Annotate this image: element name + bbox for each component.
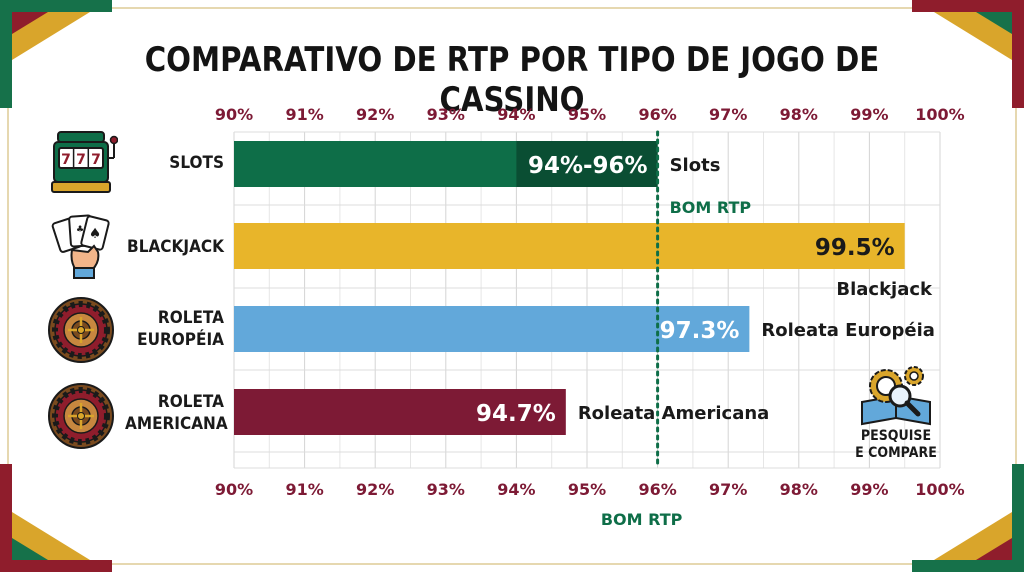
bar-blackjack [234,223,905,269]
tick-label-bottom: 98% [780,480,818,499]
series-label-slots: Slots [670,155,721,176]
roulette-wheel-icon [48,383,114,449]
gear-magnifier-book-icon [861,366,931,426]
pesquise-line: PESQUISE [860,428,932,444]
tick-label-top: 92% [356,105,394,124]
category-label-line: SLOTS [169,153,224,173]
tick-label-bottom: 100% [915,480,964,499]
tick-label-top: 98% [780,105,818,124]
reference-label-top: BOM RTP [670,198,752,217]
bar-range-slots [516,141,658,187]
pesquise-compare-badge: PESQUISE E COMPARE [848,362,944,466]
svg-text:7: 7 [91,152,101,168]
data-label-blackjack: 99.5% [815,235,895,261]
category-label-line: BLACKJACK [127,237,224,257]
data-label-slots: 94%-96% [528,153,648,179]
tick-label-top: 91% [285,105,323,124]
reference-label-bottom: BOM RTP [601,510,683,529]
corner-top-left [0,0,112,108]
tick-label-bottom: 90% [215,480,253,499]
tick-label-top: 100% [915,105,964,124]
roulette-wheel-icon [48,297,114,363]
category-label-line: EUROPÉIA [137,330,224,350]
tick-label-top: 93% [427,105,465,124]
category-label-line: ROLETA [157,392,224,412]
svg-text:♠: ♠ [89,226,102,242]
bar-roleta_americana [234,389,566,435]
tick-label-top: 99% [850,105,888,124]
category-label-roleta-europeia: ROLETA EUROPÉIA [125,307,224,351]
category-label-blackjack: BLACKJACK [125,236,224,258]
series-label-roleta_europeia: Roleata Européia [761,320,935,341]
tick-label-bottom: 95% [568,480,606,499]
tick-label-bottom: 92% [356,480,394,499]
tick-label-bottom: 99% [850,480,888,499]
tick-label-top: 97% [709,105,747,124]
tick-label-top: 90% [215,105,253,124]
category-label-slots: SLOTS [125,152,224,174]
tick-label-bottom: 96% [638,480,676,499]
category-label-line: AMERICANA [125,414,228,434]
svg-text:7: 7 [76,152,86,168]
tick-label-bottom: 97% [709,480,747,499]
slot-machine-icon: 7 7 7 [51,131,118,193]
tick-label-bottom: 94% [497,480,535,499]
data-label-roleta_europeia: 97.3% [660,318,740,344]
tick-label-top: 96% [638,105,676,124]
corner-top-right [912,0,1024,108]
tick-label-top: 95% [568,105,606,124]
tick-label-bottom: 93% [427,480,465,499]
tick-label-top: 94% [497,105,535,124]
playing-cards-hand-icon: ♠ ♣ [51,214,110,279]
data-label-roleta_americana: 94.7% [476,401,556,427]
bar-roleta_europeia [234,306,750,352]
svg-text:7: 7 [61,152,71,168]
corner-bottom-left [0,464,112,572]
series-label-blackjack: Blackjack [836,279,933,300]
category-label-line: ROLETA [157,308,224,328]
compare-line: E COMPARE [855,445,937,461]
series-label-roleta_americana: Roleata Americana [578,403,770,424]
svg-text:♣: ♣ [76,225,84,235]
tick-label-bottom: 91% [285,480,323,499]
chart-title: COMPARATIVO DE RTP POR TIPO DE JOGO DE C… [144,40,880,120]
corner-bottom-right [912,464,1024,572]
category-label-roleta-americana: ROLETA AMERICANA [125,391,228,435]
